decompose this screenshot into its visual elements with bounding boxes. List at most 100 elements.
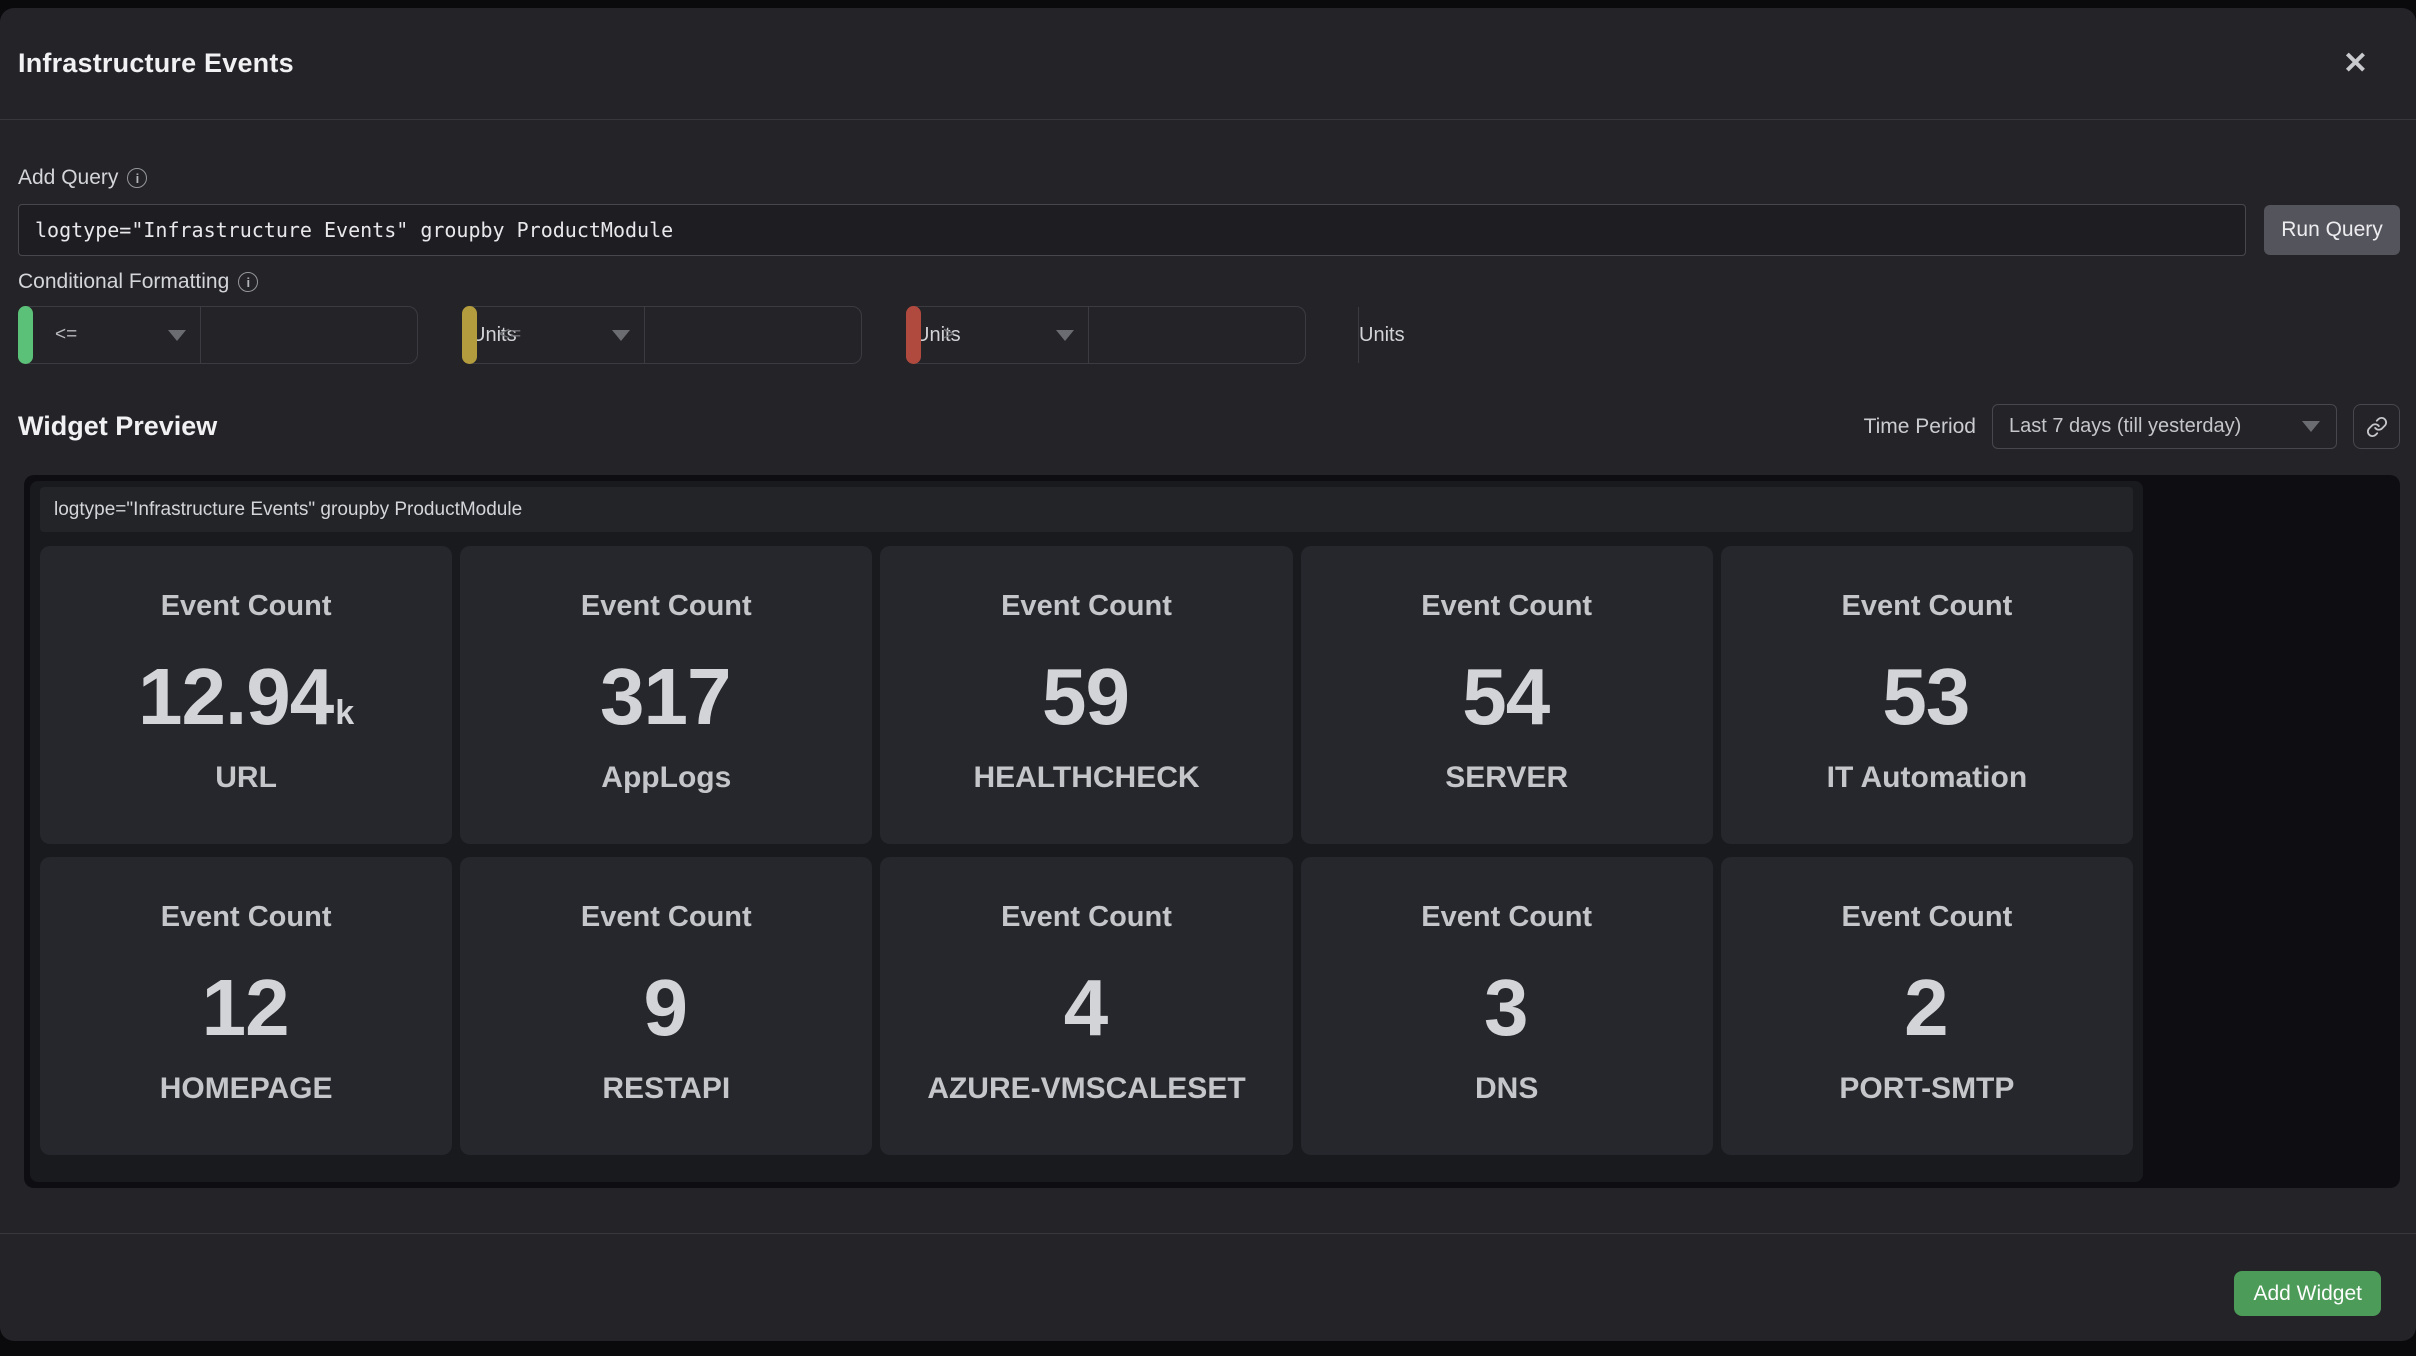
modal-body: Add Query i Run Query Conditional Format… xyxy=(0,120,2416,1233)
metric-value: 59 xyxy=(1042,652,1130,741)
metric-value: 9 xyxy=(643,963,688,1052)
metric-value-row: 12 xyxy=(202,968,291,1048)
metric-value: 317 xyxy=(600,652,731,741)
metric-label: HOMEPAGE xyxy=(159,1072,333,1105)
operator-select[interactable]: <= xyxy=(477,307,645,363)
metric-value: 53 xyxy=(1882,652,1970,741)
metric-label: AZURE-VMSCALESET xyxy=(927,1072,1246,1105)
rule-color-bar xyxy=(462,306,477,364)
threshold-input[interactable] xyxy=(645,307,915,363)
metric-value: 2 xyxy=(1904,963,1948,1052)
metric-name: Event Count xyxy=(160,590,332,622)
formatting-rule-yellow: <= Units xyxy=(462,306,961,364)
operator-value: > xyxy=(943,324,955,345)
add-widget-button[interactable]: Add Widget xyxy=(2234,1271,2381,1316)
add-query-label: Add Query xyxy=(18,166,119,189)
widget-title-bar: logtype="Infrastructure Events" groupby … xyxy=(40,487,2133,532)
add-query-label-row: Add Query i xyxy=(18,166,2400,190)
units-label: Units xyxy=(915,323,961,346)
metric-name: Event Count xyxy=(1001,590,1172,622)
metric-value: 3 xyxy=(1483,963,1528,1052)
widget-box: logtype="Infrastructure Events" groupby … xyxy=(30,481,2143,1182)
operator-value: <= xyxy=(499,324,522,345)
metric-label: AppLogs xyxy=(601,761,732,794)
metric-value-row: 317 xyxy=(600,657,732,737)
info-icon[interactable]: i xyxy=(127,168,148,188)
chevron-down-icon xyxy=(1056,329,1074,341)
metric-card: Event Count 2 PORT-SMTP xyxy=(1720,857,2133,1155)
metric-grid: Event Count 12.94k URL Event Count 317 A… xyxy=(40,546,2133,1155)
time-period-dropdown[interactable]: Last 7 days (till yesterday) xyxy=(1992,404,2337,449)
metric-card: Event Count 317 AppLogs xyxy=(460,546,873,844)
metric-card: Event Count 53 IT Automation xyxy=(1720,546,2133,844)
modal-footer: Add Widget xyxy=(0,1233,2416,1341)
metric-label: HEALTHCHECK xyxy=(973,761,1200,794)
metric-value: 12 xyxy=(201,963,290,1052)
widget-preview-panel: logtype="Infrastructure Events" groupby … xyxy=(24,475,2400,1188)
run-query-button[interactable]: Run Query xyxy=(2264,205,2400,255)
conditional-formatting-row: <= Units <= Units xyxy=(18,306,2400,364)
widget-preview-heading-row: Widget Preview Time Period Last 7 days (… xyxy=(18,404,2400,449)
metric-label: RESTAPI xyxy=(602,1072,731,1105)
metric-label: DNS xyxy=(1475,1072,1539,1105)
metric-name: Event Count xyxy=(1421,590,1593,622)
units-label: Units xyxy=(1359,323,1405,346)
metric-card: Event Count 59 HEALTHCHECK xyxy=(880,546,1293,844)
metric-card: Event Count 54 SERVER xyxy=(1300,546,1713,844)
operator-select[interactable]: > xyxy=(921,307,1089,363)
metric-name: Event Count xyxy=(160,901,332,933)
formatting-rule-green: <= Units xyxy=(18,306,517,364)
add-widget-modal: Infrastructure Events ✕ Add Query i Run … xyxy=(0,8,2416,1341)
close-icon: ✕ xyxy=(2342,46,2368,80)
rule-color-bar xyxy=(906,306,921,364)
modal-header: Infrastructure Events ✕ xyxy=(0,8,2416,120)
operator-select[interactable]: <= xyxy=(33,307,201,363)
query-input[interactable] xyxy=(18,204,2246,256)
metric-value-row: 59 xyxy=(1042,657,1131,737)
metric-value: 12.94 xyxy=(138,652,334,741)
chevron-down-icon xyxy=(2302,421,2320,432)
query-row: Run Query xyxy=(18,204,2400,256)
info-icon[interactable]: i xyxy=(238,272,259,292)
copy-link-button[interactable] xyxy=(2353,404,2400,449)
metric-name: Event Count xyxy=(1841,901,2013,933)
chevron-down-icon xyxy=(612,329,630,341)
formatting-rule-red: > Units xyxy=(906,306,1405,364)
metric-value-row: 4 xyxy=(1064,968,1110,1048)
link-icon xyxy=(2366,416,2388,438)
metric-card: Event Count 4 AZURE-VMSCALESET xyxy=(880,857,1293,1155)
metric-value: 54 xyxy=(1462,652,1550,741)
metric-value-row: 3 xyxy=(1484,968,1530,1048)
preview-controls: Time Period Last 7 days (till yesterday) xyxy=(1864,404,2400,449)
metric-label: SERVER xyxy=(1445,761,1569,794)
metric-name: Event Count xyxy=(580,590,752,622)
rule-color-bar xyxy=(18,306,33,364)
metric-name: Event Count xyxy=(580,901,752,933)
metric-name: Event Count xyxy=(1001,901,1172,933)
metric-value-row: 54 xyxy=(1462,657,1551,737)
metric-value-row: 9 xyxy=(644,968,690,1048)
metric-card: Event Count 9 RESTAPI xyxy=(460,857,873,1155)
metric-name: Event Count xyxy=(1841,590,2013,622)
metric-suffix: k xyxy=(335,694,355,732)
close-button[interactable]: ✕ xyxy=(2339,45,2372,83)
threshold-input[interactable] xyxy=(1089,307,1359,363)
metric-label: PORT-SMTP xyxy=(1839,1072,2015,1105)
metric-label: IT Automation xyxy=(1826,761,2028,794)
metric-card: Event Count 3 DNS xyxy=(1300,857,1713,1155)
metric-label: URL xyxy=(215,761,277,794)
metric-value-row: 53 xyxy=(1882,657,1971,737)
metric-value: 4 xyxy=(1063,963,1108,1052)
units-label: Units xyxy=(471,323,517,346)
metric-card: Event Count 12.94k URL xyxy=(40,546,453,844)
conditional-formatting-label: Conditional Formatting xyxy=(18,270,230,293)
modal-title: Infrastructure Events xyxy=(18,48,294,78)
metric-card: Event Count 12 HOMEPAGE xyxy=(40,857,453,1155)
threshold-input[interactable] xyxy=(201,307,471,363)
metric-name: Event Count xyxy=(1421,901,1593,933)
time-period-value: Last 7 days (till yesterday) xyxy=(2009,415,2242,437)
operator-value: <= xyxy=(55,324,78,345)
widget-title: logtype="Infrastructure Events" groupby … xyxy=(54,498,523,520)
chevron-down-icon xyxy=(168,329,186,341)
